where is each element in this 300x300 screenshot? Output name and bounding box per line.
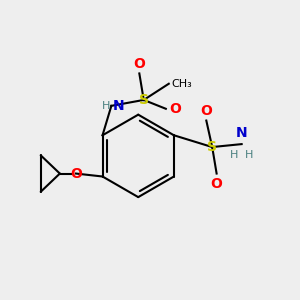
- Text: N: N: [236, 126, 248, 140]
- Text: CH₃: CH₃: [172, 79, 193, 89]
- Text: O: O: [70, 167, 82, 181]
- Text: H: H: [101, 101, 110, 111]
- Text: O: O: [134, 56, 145, 70]
- Text: N: N: [113, 99, 124, 113]
- Text: S: S: [139, 93, 149, 107]
- Text: O: O: [200, 103, 212, 118]
- Text: H: H: [230, 150, 239, 160]
- Text: O: O: [211, 176, 223, 190]
- Text: S: S: [207, 140, 217, 154]
- Text: O: O: [169, 102, 181, 116]
- Text: H: H: [244, 150, 253, 160]
